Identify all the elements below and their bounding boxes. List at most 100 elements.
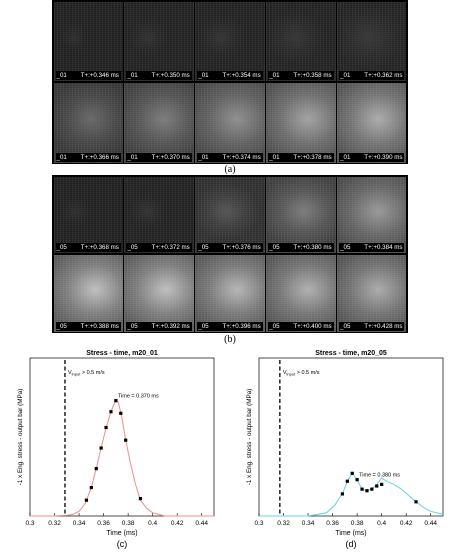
x-tick-label: 0.3 (254, 520, 263, 527)
camera-frame: _05 T+:+0.428 ms (337, 254, 407, 332)
camera-frame: _01 T+:+0.366 ms (53, 82, 123, 163)
panel-label: (d) (346, 539, 357, 549)
camera-frame: _01 T+:+0.354 ms (195, 1, 265, 82)
frame-marker (89, 485, 93, 490)
frame-run-id: _05 (127, 322, 138, 330)
chart-title: Stress - time, m20_05 (315, 350, 387, 357)
panel-a-label: (a) (224, 164, 236, 175)
frame-marker (84, 498, 89, 502)
frame-marker (340, 492, 345, 496)
frame-marker (355, 478, 359, 482)
chart-c-svg: Stress - time, m20_01 0.3 0.32 0.34 0.36 0.38… (17, 350, 215, 549)
frame-marker (138, 497, 142, 501)
frame-run-id: _01 (340, 153, 351, 161)
frame-run-id: _01 (56, 72, 67, 80)
x-tick-label: 0.4 (148, 520, 157, 527)
frame-time: T+:+0.384 ms (364, 244, 403, 252)
peak-time-annotation: Time = 0.370 ms (118, 394, 159, 400)
camera-frame: _05 T+:+0.380 ms (266, 176, 336, 254)
y-axis-label: -1 x Eng. stress - output bar (MPa) (246, 389, 253, 486)
frame-run-id: _05 (269, 322, 280, 330)
stress-series-line (259, 472, 444, 517)
frame-run-id: _01 (127, 153, 138, 161)
frame-run-id: _05 (56, 322, 67, 330)
frame-run-id: _01 (56, 153, 67, 161)
chart-d: Stress - time, m20_05 0.3 0.32 0.34 0.36 0.38… (229, 346, 458, 550)
camera-frame: _01 T+:+0.370 ms (124, 82, 194, 163)
frame-caption: _01 T+:+0.358 ms (268, 71, 334, 81)
frame-time: T+:+0.428 ms (364, 322, 403, 330)
frame-run-id: _05 (340, 322, 351, 330)
frame-time: T+:+0.376 ms (222, 244, 261, 252)
camera-frame: _01 T+:+0.390 ms (337, 82, 407, 163)
camera-frame: _05 T+:+0.376 ms (195, 176, 265, 254)
x-tick-label: 0.36 (326, 520, 339, 527)
frame-caption: _05 T+:+0.400 ms (268, 321, 334, 331)
x-tick-label: 0.38 (351, 520, 364, 527)
x-tick-label: 0.3 (25, 520, 34, 527)
panel-b-frame-grid: _05 T+:+0.368 ms _05 T+:+0.372 ms _05 T+:+0.3… (52, 175, 408, 333)
frame-caption: _01 T+:+0.346 ms (55, 71, 121, 81)
x-tick-label: 0.34 (302, 520, 315, 527)
frame-time: T+:+0.354 ms (222, 72, 261, 80)
frame-marker (345, 479, 349, 483)
frame-time: T+:+0.380 ms (293, 244, 332, 252)
frame-run-id: _05 (198, 322, 209, 330)
frame-marker (104, 425, 108, 430)
camera-frame: _01 T+:+0.362 ms (337, 1, 407, 82)
frame-time: T+:+0.392 ms (151, 322, 190, 330)
frame-caption: _01 T+:+0.362 ms (339, 71, 405, 81)
frame-run-id: _01 (198, 72, 209, 80)
chart-title: Stress - time, m20_01 (86, 350, 158, 357)
frame-time: T+:+0.346 ms (80, 72, 119, 80)
frame-time: T+:+0.372 ms (151, 244, 190, 252)
frame-caption: _05 T+:+0.428 ms (339, 321, 405, 331)
frame-marker (380, 482, 384, 486)
camera-frame: _05 T+:+0.392 ms (124, 254, 194, 332)
frame-caption: _05 T+:+0.372 ms (126, 243, 192, 253)
frame-run-id: _05 (56, 244, 67, 252)
camera-frame: _05 T+:+0.372 ms (124, 176, 194, 254)
frame-time: T+:+0.390 ms (364, 153, 403, 161)
stress-series-line (30, 399, 214, 517)
camera-frame: _01 T+:+0.346 ms (53, 1, 123, 82)
frame-run-id: _01 (269, 153, 280, 161)
frame-time: T+:+0.362 ms (364, 72, 403, 80)
frame-time: T+:+0.350 ms (151, 72, 190, 80)
frame-caption: _05 T+:+0.368 ms (55, 243, 121, 253)
x-tick-label: 0.34 (73, 520, 86, 527)
frame-run-id: _05 (198, 244, 209, 252)
frame-time: T+:+0.368 ms (80, 244, 119, 252)
frame-marker (119, 411, 123, 415)
panel-b-label: (b) (224, 334, 236, 345)
x-tick-label: 0.32 (48, 520, 61, 527)
frame-marker (350, 471, 354, 475)
frame-marker (114, 399, 118, 403)
plot-area (29, 357, 215, 517)
frame-marker (360, 487, 364, 491)
frame-marker (94, 467, 98, 471)
frame-caption: _01 T+:+0.366 ms (55, 152, 121, 162)
y-axis-label: -1 x Eng. stress - output bar (MPa) (17, 389, 24, 486)
frame-time: T+:+0.388 ms (80, 322, 119, 330)
frame-run-id: _01 (340, 72, 351, 80)
chart-d-svg: Stress - time, m20_05 0.3 0.32 0.34 0.36 0.38… (246, 350, 444, 549)
frame-marker (414, 500, 418, 504)
frame-caption: _05 T+:+0.396 ms (197, 321, 263, 331)
frame-run-id: _01 (269, 72, 280, 80)
frame-run-id: _05 (127, 244, 138, 252)
frame-caption: _05 T+:+0.388 ms (55, 321, 121, 331)
camera-frame: _05 T+:+0.396 ms (195, 254, 265, 332)
frame-run-id: _01 (127, 72, 138, 80)
frame-marker (370, 487, 374, 491)
frame-caption: _01 T+:+0.378 ms (268, 152, 334, 162)
camera-frame: _05 T+:+0.388 ms (53, 254, 123, 332)
camera-frame: _01 T+:+0.374 ms (195, 82, 265, 163)
x-axis-label: Time (ms) (335, 530, 366, 537)
chart-c: Stress - time, m20_01 0.3 0.32 0.34 0.36 0.38… (0, 346, 229, 550)
frame-caption: _01 T+:+0.354 ms (197, 71, 263, 81)
frame-marker (109, 410, 113, 414)
x-tick-label: 0.32 (277, 520, 290, 527)
camera-frame: _05 T+:+0.400 ms (266, 254, 336, 332)
frame-marker (124, 438, 128, 442)
